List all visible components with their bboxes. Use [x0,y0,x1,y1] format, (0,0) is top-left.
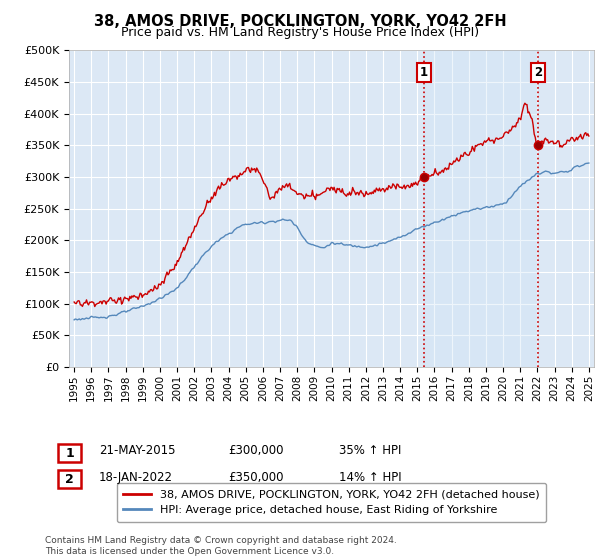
FancyBboxPatch shape [58,470,81,488]
FancyBboxPatch shape [58,444,81,462]
Text: 2: 2 [534,66,542,79]
Text: £350,000: £350,000 [228,470,284,484]
Text: 14% ↑ HPI: 14% ↑ HPI [339,470,401,484]
Text: £300,000: £300,000 [228,444,284,458]
Text: Contains HM Land Registry data © Crown copyright and database right 2024.
This d: Contains HM Land Registry data © Crown c… [45,536,397,556]
Bar [424,50,538,367]
Text: Price paid vs. HM Land Registry's House Price Index (HPI): Price paid vs. HM Land Registry's House … [121,26,479,39]
Text: 1: 1 [65,446,74,460]
Legend: 38, AMOS DRIVE, POCKLINGTON, YORK, YO42 2FH (detached house), HPI: Average price: 38, AMOS DRIVE, POCKLINGTON, YORK, YO42 … [116,483,547,522]
Text: 21-MAY-2015: 21-MAY-2015 [99,444,176,458]
Text: 1: 1 [420,66,428,79]
Text: 18-JAN-2022: 18-JAN-2022 [99,470,173,484]
Text: 38, AMOS DRIVE, POCKLINGTON, YORK, YO42 2FH: 38, AMOS DRIVE, POCKLINGTON, YORK, YO42 … [94,14,506,29]
Text: 35% ↑ HPI: 35% ↑ HPI [339,444,401,458]
Text: 2: 2 [65,473,74,486]
